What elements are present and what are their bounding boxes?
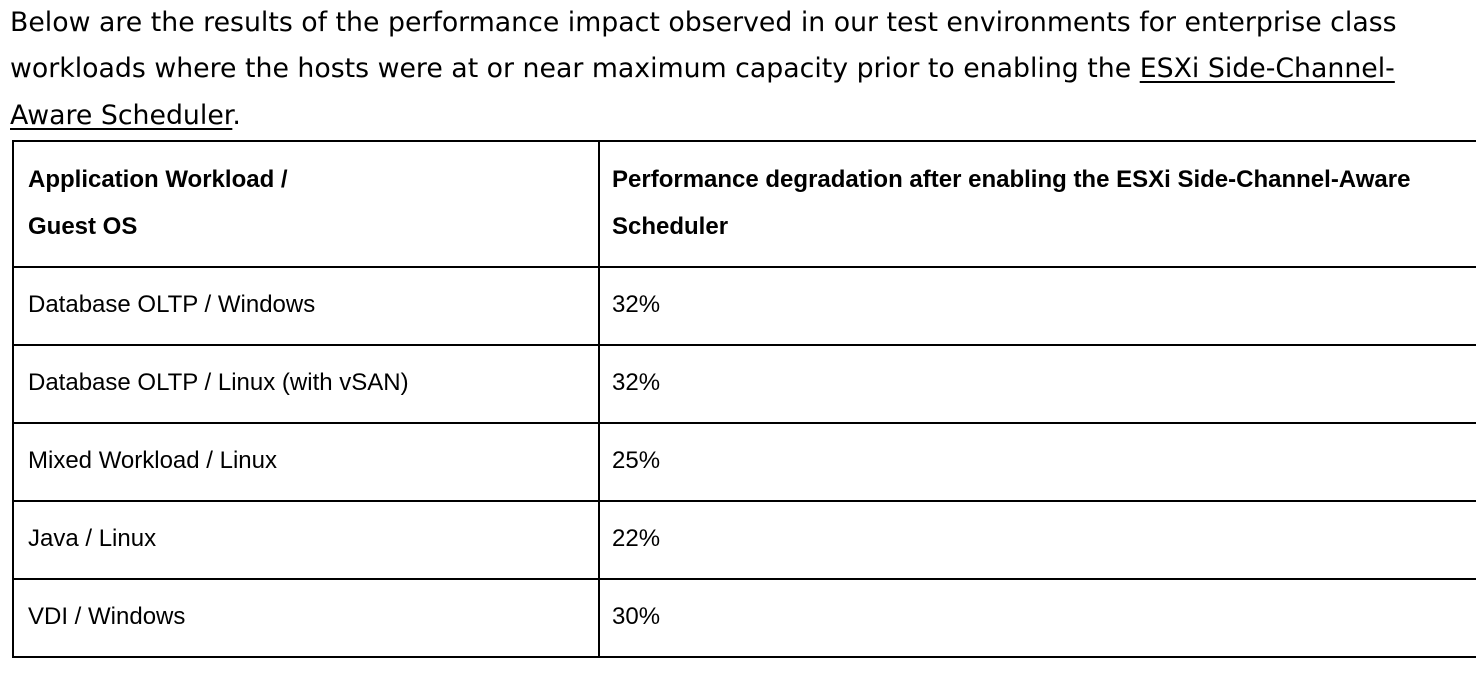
- intro-text-after-link: .: [232, 99, 241, 131]
- workload-cell: VDI / Windows: [12, 578, 600, 658]
- table-row: Java / Linux 22%: [12, 500, 1476, 580]
- performance-impact-table: Application Workload / Guest OS Performan…: [12, 140, 1476, 658]
- header-application-workload-line1: Application Workload /: [28, 166, 288, 193]
- table-row: Mixed Workload / Linux 25%: [12, 422, 1476, 502]
- degradation-cell: 30%: [598, 578, 1476, 658]
- workload-cell: Database OLTP / Linux (with vSAN): [12, 344, 600, 424]
- degradation-cell: 32%: [598, 344, 1476, 424]
- table-header-row: Application Workload / Guest OS Performan…: [12, 140, 1476, 268]
- table-row: VDI / Windows 30%: [12, 578, 1476, 658]
- intro-paragraph: Below are the results of the performance…: [10, 0, 1402, 139]
- table-row: Database OLTP / Windows 32%: [12, 266, 1476, 346]
- header-application-workload: Application Workload / Guest OS: [12, 140, 600, 268]
- degradation-cell: 32%: [598, 266, 1476, 346]
- degradation-cell: 25%: [598, 422, 1476, 502]
- header-performance-degradation: Performance degradation after enabling t…: [598, 140, 1476, 268]
- workload-cell: Database OLTP / Windows: [12, 266, 600, 346]
- workload-cell: Mixed Workload / Linux: [12, 422, 600, 502]
- table-row: Database OLTP / Linux (with vSAN) 32%: [12, 344, 1476, 424]
- esxi-scheduler-link[interactable]: ESXi Side-Channel-Aware Scheduler: [10, 53, 1395, 131]
- intro-text-before-link: Below are the results of the performance…: [10, 7, 1397, 85]
- header-application-workload-line2: Guest OS: [28, 213, 138, 240]
- workload-cell: Java / Linux: [12, 500, 600, 580]
- degradation-cell: 22%: [598, 500, 1476, 580]
